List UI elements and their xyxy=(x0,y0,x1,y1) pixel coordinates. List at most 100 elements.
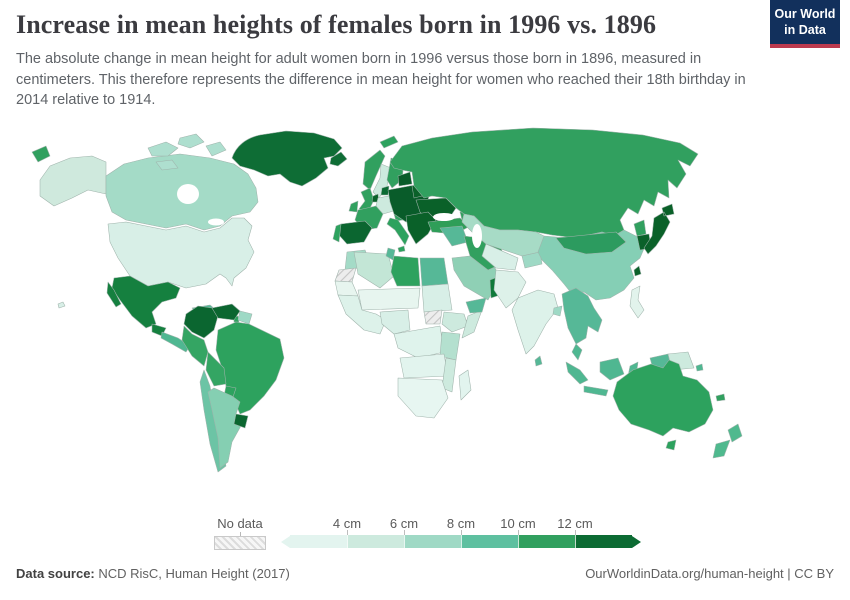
legend-tick-line xyxy=(461,530,462,535)
caspian-sea xyxy=(472,224,482,248)
legend-no-data-swatch[interactable] xyxy=(214,536,266,550)
legend-no-data[interactable]: No data xyxy=(214,516,266,550)
data-source-label: Data source: xyxy=(16,566,95,581)
country-south-sudan[interactable] xyxy=(423,309,443,325)
country-peru[interactable] xyxy=(181,325,209,367)
country-mexico[interactable] xyxy=(111,275,181,329)
country-alaska[interactable] xyxy=(39,155,107,207)
country-central-asia[interactable] xyxy=(481,243,519,271)
chart-footer: Data source: NCD RisC, Human Height (201… xyxy=(16,566,834,581)
country-borneo[interactable] xyxy=(599,357,625,381)
legend-tick-line xyxy=(518,530,519,535)
country-spain[interactable] xyxy=(337,220,373,245)
legend-color-bar: 4 cm 6 cm 8 cm 10 cm 12 cm xyxy=(281,516,641,556)
chart-header: Increase in mean heights of females born… xyxy=(16,10,834,111)
country-iceland[interactable] xyxy=(329,151,348,167)
legend-segment[interactable] xyxy=(290,535,347,548)
country-mainland-se-asia[interactable] xyxy=(561,287,603,345)
country-sahel[interactable] xyxy=(357,287,421,311)
country-solomon-islands[interactable] xyxy=(695,363,704,372)
legend-no-data-tick xyxy=(239,532,241,536)
country-southern-africa[interactable] xyxy=(397,377,449,419)
legend-segment[interactable] xyxy=(518,535,575,548)
country-libya[interactable] xyxy=(390,255,421,287)
legend-segment[interactable] xyxy=(461,535,518,548)
legend-tick-label: 4 cm xyxy=(332,516,362,531)
country-mozambique[interactable] xyxy=(441,357,457,393)
chart-subtitle: The absolute change in mean height for a… xyxy=(16,51,746,109)
country-tasmania[interactable] xyxy=(665,439,677,451)
country-russia[interactable] xyxy=(389,127,699,238)
owid-link[interactable]: OurWorldinData.org/human-height | CC BY xyxy=(585,566,834,581)
country-balkans[interactable] xyxy=(405,211,437,245)
black-sea xyxy=(433,213,455,221)
country-sri-lanka[interactable] xyxy=(534,355,543,367)
legend-segment[interactable] xyxy=(347,535,404,548)
hudson-bay xyxy=(177,184,199,204)
country-colombia[interactable] xyxy=(183,305,219,339)
country-greenland[interactable] xyxy=(231,130,343,187)
country-argentina[interactable] xyxy=(207,387,243,469)
country-uruguay[interactable] xyxy=(233,413,249,429)
country-italy[interactable] xyxy=(386,217,410,253)
country-ethiopia[interactable] xyxy=(441,311,469,333)
country-svalbard[interactable] xyxy=(379,135,399,149)
legend-tick-label: 8 cm xyxy=(446,516,476,531)
country-algeria[interactable] xyxy=(353,251,395,289)
country-guyanas[interactable] xyxy=(237,310,253,325)
country-philippines[interactable] xyxy=(629,285,645,319)
legend-segment[interactable] xyxy=(404,535,461,548)
great-lakes xyxy=(208,218,224,226)
data-source-value: NCD RisC, Human Height (2017) xyxy=(94,566,290,581)
country-russia-far-east[interactable] xyxy=(31,145,51,163)
page-title: Increase in mean heights of females born… xyxy=(16,10,657,39)
country-sudan[interactable] xyxy=(421,283,453,313)
country-kyrgyzstan[interactable] xyxy=(521,251,543,269)
country-bolivia[interactable] xyxy=(205,351,227,387)
country-taiwan[interactable] xyxy=(633,265,642,277)
owid-logo-line1: Our World xyxy=(774,7,836,21)
country-mauritania[interactable] xyxy=(334,280,359,297)
owid-logo[interactable]: Our World in Data xyxy=(770,0,840,49)
legend-tick-label: 12 cm xyxy=(557,516,593,531)
legend-segment[interactable] xyxy=(575,535,632,548)
country-angola-zambia[interactable] xyxy=(399,353,449,379)
country-new-caledonia[interactable] xyxy=(715,393,726,402)
legend-tick-line xyxy=(404,530,405,535)
country-nigeria[interactable] xyxy=(379,309,411,335)
country-java[interactable] xyxy=(583,385,609,397)
country-new-zealand[interactable] xyxy=(712,423,743,459)
legend-tick-line xyxy=(347,530,348,535)
country-portugal[interactable] xyxy=(332,223,342,243)
country-central-america[interactable] xyxy=(160,331,191,353)
country-malay-peninsula[interactable] xyxy=(571,343,583,361)
country-arctic-islands[interactable] xyxy=(147,133,227,171)
country-western-sahara[interactable] xyxy=(334,267,357,283)
country-bangladesh[interactable] xyxy=(552,305,563,317)
country-india[interactable] xyxy=(511,289,559,355)
country-yemen[interactable] xyxy=(465,297,487,314)
data-source: Data source: NCD RisC, Human Height (201… xyxy=(16,566,290,581)
world-choropleth-map xyxy=(31,127,743,473)
legend-right-arrow xyxy=(632,535,641,548)
country-venezuela[interactable] xyxy=(211,303,241,321)
legend-no-data-label: No data xyxy=(217,516,263,531)
country-australia[interactable] xyxy=(612,359,714,437)
country-egypt[interactable] xyxy=(419,257,449,287)
country-north-korea[interactable] xyxy=(633,219,647,237)
legend-bar-row xyxy=(281,535,641,548)
country-ireland[interactable] xyxy=(348,200,359,213)
country-hawaii[interactable] xyxy=(57,301,66,309)
legend-tick-label: 6 cm xyxy=(389,516,419,531)
country-denmark[interactable] xyxy=(380,185,390,196)
legend-tick-line xyxy=(575,530,576,535)
legend-left-arrow xyxy=(281,535,290,548)
country-madagascar[interactable] xyxy=(458,369,472,401)
country-japan[interactable] xyxy=(643,203,675,255)
country-norway[interactable] xyxy=(362,149,386,191)
country-mongolia[interactable] xyxy=(555,231,627,255)
country-sumatra[interactable] xyxy=(565,361,589,385)
country-baja[interactable] xyxy=(106,281,122,308)
country-baltics[interactable] xyxy=(397,171,413,187)
